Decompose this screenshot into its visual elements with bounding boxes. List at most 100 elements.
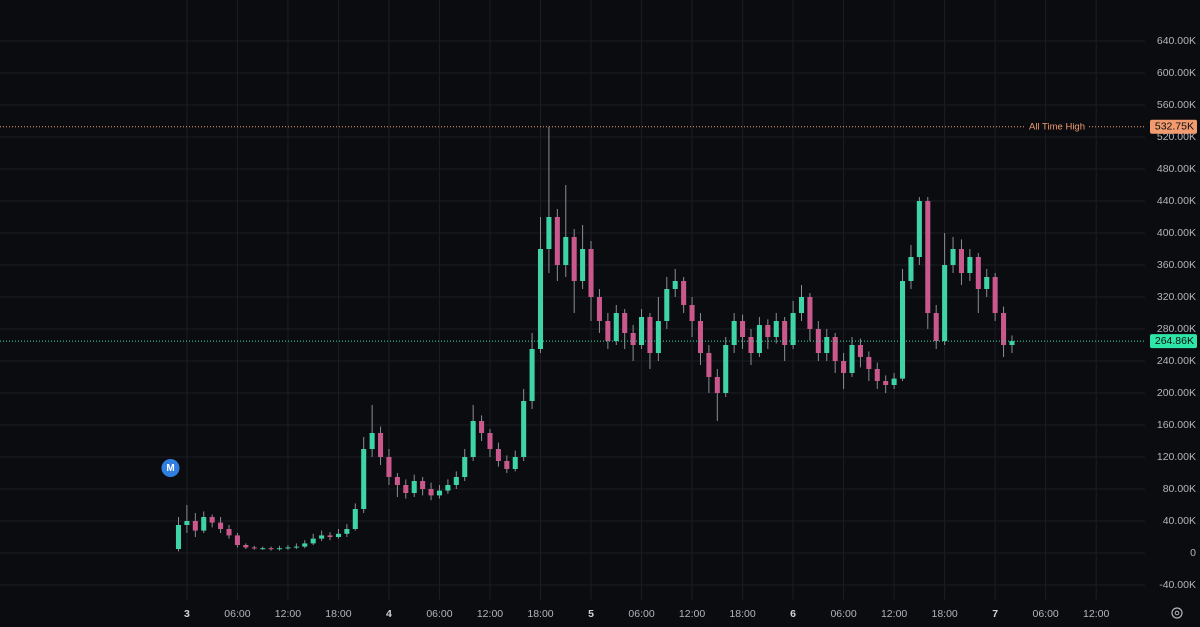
candle-body xyxy=(521,401,527,457)
candle-body xyxy=(605,321,611,341)
settings-button[interactable] xyxy=(1171,607,1183,619)
settings-icon-center[interactable] xyxy=(1174,610,1180,616)
x-tick-label: 12:00 xyxy=(275,608,301,620)
candle-body xyxy=(335,533,341,537)
candle-body xyxy=(529,349,535,401)
candle-body xyxy=(975,257,981,289)
candle-body xyxy=(243,545,249,548)
candle-body xyxy=(900,281,906,379)
y-tick-label: 40.00K xyxy=(1163,515,1196,527)
candle-body xyxy=(361,449,367,509)
candle-body xyxy=(664,289,670,321)
candle-body xyxy=(967,257,973,273)
y-tick-label: 280.00K xyxy=(1157,323,1196,335)
candle-body xyxy=(209,517,215,523)
candle-body xyxy=(630,333,636,345)
y-tick-label: 400.00K xyxy=(1157,227,1196,239)
y-tick-label: 160.00K xyxy=(1157,419,1196,431)
candle-body xyxy=(613,313,619,341)
candle-body xyxy=(487,433,493,449)
candle-body xyxy=(537,249,544,349)
y-tick-label: 320.00K xyxy=(1157,291,1196,303)
candle-body xyxy=(251,547,257,549)
candle-body xyxy=(302,543,308,547)
axes: -40.00K 0 40.00K 80.00K 120.00K 160.00K 200.00… xyxy=(184,35,1197,620)
candle-body xyxy=(815,329,821,353)
candle-body xyxy=(453,477,459,485)
candle-body xyxy=(327,535,333,537)
x-tick-label: 6 xyxy=(790,608,796,620)
y-tick-label: 640.00K xyxy=(1157,35,1196,47)
candle-body xyxy=(773,321,779,337)
price-label-box xyxy=(1150,119,1197,134)
settings-icon[interactable] xyxy=(1171,607,1183,619)
candle-body xyxy=(647,317,653,353)
price-line-name: All Time High xyxy=(1029,121,1085,132)
x-tick-label: 18:00 xyxy=(325,608,351,620)
candle-body xyxy=(504,461,510,469)
candle-body xyxy=(201,517,207,531)
candle-body xyxy=(445,485,451,491)
price-label: 264.86K xyxy=(1155,335,1194,347)
candle-body xyxy=(226,529,232,536)
y-tick-label: 480.00K xyxy=(1157,163,1196,175)
candle-body xyxy=(908,257,914,281)
candle-body xyxy=(950,249,956,265)
candle-body xyxy=(580,249,586,281)
candle-body xyxy=(218,522,224,529)
candle-body xyxy=(857,345,863,357)
candle-body xyxy=(554,217,560,265)
candle-body xyxy=(462,457,468,477)
event-marker[interactable] xyxy=(161,459,180,477)
candle-body xyxy=(588,249,594,297)
candle-body xyxy=(470,421,476,457)
candle-body xyxy=(352,509,358,529)
candle-body xyxy=(740,321,746,337)
candle-body xyxy=(866,357,872,369)
candle-body xyxy=(748,337,754,353)
candle-body xyxy=(984,277,990,289)
y-tick-label: 560.00K xyxy=(1157,99,1196,111)
candle-body xyxy=(479,421,485,433)
candle-body xyxy=(639,317,645,345)
candle-body xyxy=(824,337,830,353)
candle-body xyxy=(192,521,198,531)
candle-body xyxy=(807,297,813,329)
x-tick-label: 06:00 xyxy=(224,608,250,620)
candle-body xyxy=(697,321,703,353)
candle-body xyxy=(260,548,266,550)
candle-body xyxy=(378,433,384,457)
candle-body xyxy=(512,457,518,469)
candle-body xyxy=(436,490,443,496)
y-tick-label: 360.00K xyxy=(1157,259,1196,271)
candle-body xyxy=(411,481,417,493)
candle-body xyxy=(992,277,998,313)
candle-body xyxy=(571,237,577,281)
y-tick-label: 440.00K xyxy=(1157,195,1196,207)
candle-body xyxy=(310,538,316,544)
x-tick-label: 18:00 xyxy=(931,608,957,620)
candle-body xyxy=(1009,341,1015,345)
candle-body xyxy=(655,321,661,353)
candle-body xyxy=(916,201,922,257)
candle-body xyxy=(1001,313,1007,345)
candle-body xyxy=(765,325,771,337)
candle-body xyxy=(958,249,964,273)
candle-body xyxy=(891,378,897,385)
candle-body xyxy=(563,237,569,265)
event-marker-label[interactable]: M xyxy=(166,463,174,474)
candle-body xyxy=(234,535,240,545)
candle-body xyxy=(285,547,291,549)
candle-body xyxy=(798,297,805,313)
candle-body xyxy=(344,529,350,534)
candle-body xyxy=(689,305,695,321)
candle-body xyxy=(184,521,190,525)
x-tick-label: 3 xyxy=(184,608,190,620)
candle-body xyxy=(723,345,729,393)
y-tick-label: 120.00K xyxy=(1157,451,1196,463)
x-tick-label: 18:00 xyxy=(527,608,553,620)
candle-body xyxy=(874,369,880,381)
candle-body xyxy=(175,525,182,549)
candle-body xyxy=(369,433,375,449)
price-line-name-bg xyxy=(1025,120,1089,133)
